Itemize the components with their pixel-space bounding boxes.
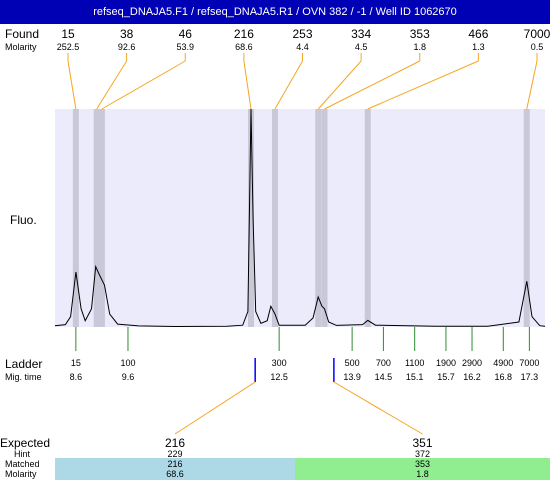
expected-matched: 216 [167, 459, 182, 469]
matched-label: Matched [5, 459, 40, 469]
expected-hint: 229 [167, 449, 182, 459]
found-connector [101, 60, 186, 110]
ladder-time: 16.2 [463, 372, 481, 382]
expected-band [55, 458, 295, 480]
mig-time-label: Mig. time [5, 372, 42, 382]
ladder-size: 2900 [462, 358, 482, 368]
peak-band [72, 109, 79, 327]
expected-molarity: 68.6 [166, 469, 184, 479]
found-connector [367, 60, 479, 110]
expected-label: Expected [0, 436, 50, 450]
found-peak-molarity: 53.9 [176, 42, 194, 52]
ladder-time: 12.5 [270, 372, 288, 382]
ladder-time: 15.7 [437, 372, 455, 382]
found-peak-molarity: 92.6 [118, 42, 136, 52]
ladder-size: 500 [345, 358, 360, 368]
expected-band [295, 458, 550, 480]
ladder-size: 1900 [436, 358, 456, 368]
found-connector [243, 60, 252, 110]
found-peak-size: 15 [61, 27, 75, 41]
ladder-size: 700 [376, 358, 391, 368]
found-peak-size: 334 [351, 27, 371, 41]
found-connector [67, 60, 77, 110]
found-peak-molarity: 0.5 [531, 42, 544, 52]
found-peak-size: 216 [234, 27, 254, 41]
hint-label: Hint [14, 449, 31, 459]
ladder-time: 9.6 [122, 372, 135, 382]
ladder-size: 1100 [405, 358, 424, 368]
expected-connector [333, 381, 423, 435]
peak-band [321, 109, 328, 327]
found-peak-molarity: 4.4 [296, 42, 309, 52]
peak-band [364, 109, 371, 327]
peak-band [523, 109, 530, 327]
found-peak-molarity: 68.6 [235, 42, 253, 52]
y-axis-label: Fluo. [10, 213, 37, 227]
peak-band [271, 109, 278, 327]
peak-band [98, 109, 105, 327]
expected-matched: 353 [415, 459, 430, 469]
ladder-size: 300 [272, 358, 287, 368]
found-connector [274, 60, 303, 110]
ladder-size: 15 [71, 358, 81, 368]
ladder-size: 4900 [493, 358, 513, 368]
found-connector [96, 60, 128, 110]
found-peak-size: 38 [120, 27, 134, 41]
found-peak-size: 353 [410, 27, 430, 41]
found-peak-molarity: 1.3 [472, 42, 485, 52]
peak-band [315, 109, 322, 327]
peak-band [248, 109, 254, 327]
found-connector [324, 60, 420, 110]
ladder-time: 17.3 [521, 372, 539, 382]
ladder-time: 8.6 [70, 372, 83, 382]
ladder-time: 15.1 [406, 372, 424, 382]
found-peak-size: 253 [292, 27, 312, 41]
ladder-size: 7000 [519, 358, 539, 368]
found-connector [317, 60, 362, 110]
trace-line [54, 108, 546, 328]
found-peak-size: 46 [179, 27, 193, 41]
ladder-time: 13.9 [343, 372, 361, 382]
found-peak-size: 466 [468, 27, 488, 41]
expected-hint: 372 [415, 449, 430, 459]
ladder-size: 100 [120, 358, 135, 368]
molarity-label: Molarity [5, 42, 37, 52]
expected-connector [174, 381, 256, 435]
plot-area [55, 109, 545, 327]
found-peak-molarity: 4.5 [355, 42, 368, 52]
found-connector [526, 60, 538, 110]
peak-band [93, 109, 100, 327]
expected-molarity: 1.8 [416, 469, 429, 479]
found-label: Found [5, 27, 39, 41]
found-peak-size: 7000 [524, 27, 550, 41]
ladder-label: Ladder [5, 357, 42, 371]
found-peak-molarity: 1.8 [413, 42, 426, 52]
window-title: refseq_DNAJA5.F1 / refseq_DNAJA5.R1 / OV… [93, 6, 457, 18]
found-peak-molarity: 252.5 [57, 42, 80, 52]
expected-size: 216 [165, 436, 185, 450]
expected-size: 351 [412, 436, 432, 450]
ladder-time: 16.8 [495, 372, 513, 382]
ladder-time: 14.5 [375, 372, 393, 382]
title-bar: refseq_DNAJA5.F1 / refseq_DNAJA5.R1 / OV… [0, 0, 550, 24]
molarity-bottom-label: Molarity [5, 469, 37, 479]
electropherogram-chart: Found Molarity Fluo. Ladder Mig. time Ex… [0, 27, 550, 480]
